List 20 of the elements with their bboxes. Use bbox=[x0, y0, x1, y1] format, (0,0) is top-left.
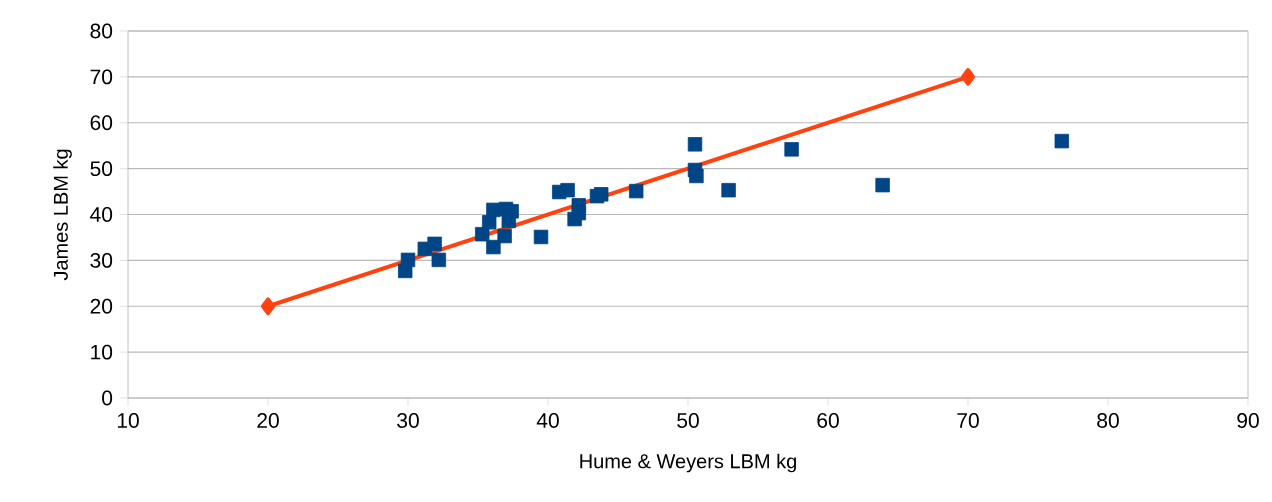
y-tick-label: 80 bbox=[90, 23, 113, 39]
y-tick-label: 10 bbox=[91, 344, 113, 360]
x-tick-label: 70 bbox=[957, 413, 979, 428]
y-tick-label: 70 bbox=[90, 69, 113, 85]
x-tick-label: 10 bbox=[117, 413, 139, 428]
x-tick-label: 90 bbox=[1237, 413, 1259, 428]
y-tick-label: 0 bbox=[102, 390, 113, 406]
x-tick-label: 40 bbox=[536, 413, 559, 428]
x-tick-label: 60 bbox=[817, 413, 839, 428]
x-tick-label: 80 bbox=[1097, 413, 1119, 428]
y-axis-title: James LBM kg bbox=[53, 149, 72, 281]
x-tick-label: 30 bbox=[397, 413, 419, 428]
y-tick-label: 30 bbox=[90, 252, 113, 268]
x-tick-label: 20 bbox=[257, 413, 279, 428]
y-tick-label: 20 bbox=[90, 298, 113, 314]
y-tick-label: 50 bbox=[90, 161, 113, 177]
y-tick-label: 60 bbox=[90, 115, 113, 131]
x-tick-label: 50 bbox=[677, 413, 699, 428]
y-tick-label: 40 bbox=[90, 207, 113, 222]
x-axis-title: Hume & Weyers LBM kg bbox=[580, 453, 796, 473]
